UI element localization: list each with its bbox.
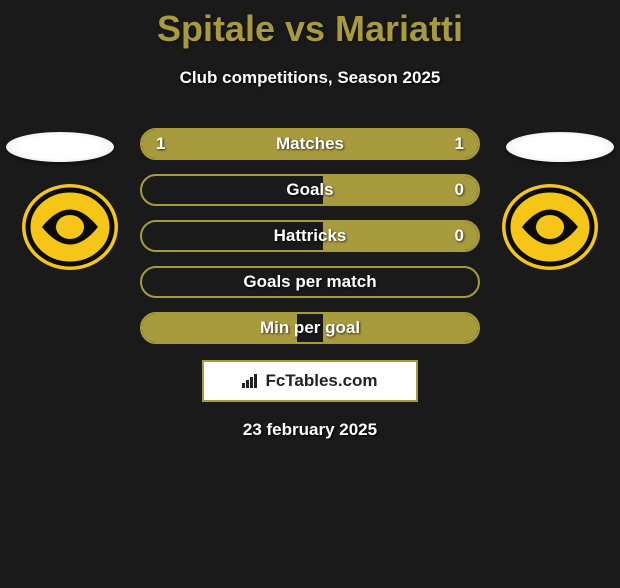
source-badge[interactable]: FcTables.com	[202, 360, 418, 402]
stat-row-matches: 1 Matches 1	[140, 128, 480, 160]
stat-row-hattricks: Hattricks 0	[140, 220, 480, 252]
player-avatar-right	[506, 132, 614, 162]
club-crest-left	[20, 182, 120, 272]
player-avatar-left	[6, 132, 114, 162]
stat-label: Goals per match	[243, 272, 376, 292]
stat-label: Goals	[286, 180, 333, 200]
stat-label: Min per goal	[260, 318, 360, 338]
page-title: Spitale vs Mariatti	[0, 8, 620, 50]
stat-value-right: 0	[455, 180, 464, 200]
source-badge-wrap: FcTables.com	[0, 360, 620, 402]
stat-row-min-per-goal: Min per goal	[140, 312, 480, 344]
stat-label: Matches	[276, 134, 344, 154]
match-date: 23 february 2025	[0, 420, 620, 440]
stat-value-right: 1	[455, 134, 464, 154]
stat-row-goals-per-match: Goals per match	[140, 266, 480, 298]
stat-value-right: 0	[455, 226, 464, 246]
stat-value-left: 1	[156, 134, 165, 154]
stat-label: Hattricks	[274, 226, 347, 246]
club-crest-right	[500, 182, 600, 272]
bars-icon	[242, 374, 260, 388]
stat-row-goals: Goals 0	[140, 174, 480, 206]
page-subtitle: Club competitions, Season 2025	[0, 68, 620, 88]
source-badge-text: FcTables.com	[265, 371, 377, 391]
